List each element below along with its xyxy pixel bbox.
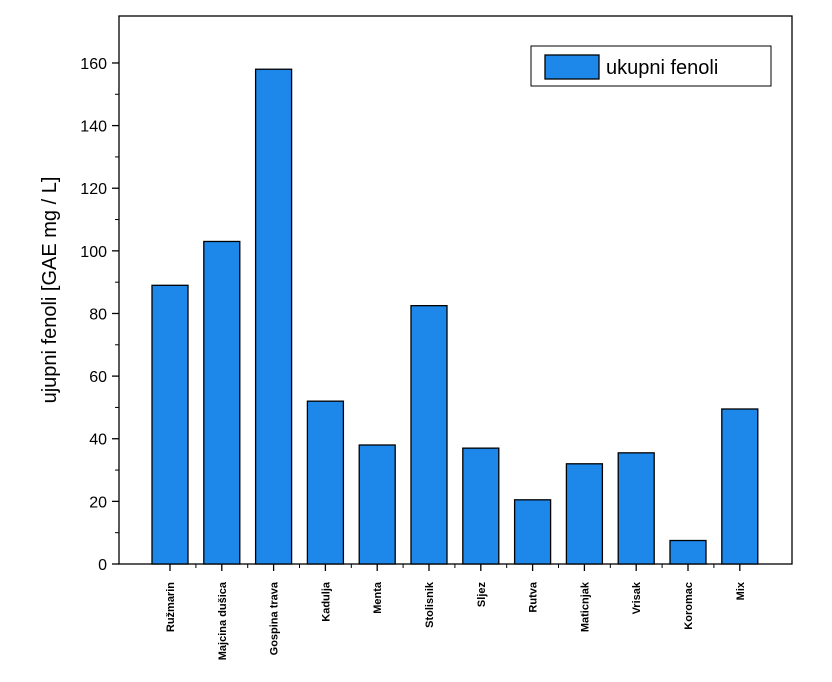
y-axis: 0 20 40 60 80 100 120 140 160 [80,56,119,574]
bar [462,447,500,565]
x-axis: Ružmarin Majcina dušica Gospina trava Kadul… [165,564,747,660]
y-tick-label: 60 [89,369,107,386]
x-tick-label: Menta [372,581,384,614]
bar [410,305,448,565]
x-tick-label: Koromac [683,582,695,630]
x-tick-label: Kadulja [320,581,332,622]
y-tick-label: 160 [80,56,107,73]
x-tick-label: Stolisnik [424,581,436,628]
y-tick-label: 100 [80,244,107,261]
y-tick-label: 20 [89,494,107,511]
bar [151,284,189,565]
legend-label: ukupni fenoli [606,57,718,79]
bar [617,452,655,565]
plot-frame [118,15,793,565]
legend-swatch [544,54,600,80]
bars [151,68,759,565]
x-tick-label: Gospina trava [269,581,281,655]
bar [203,240,241,565]
y-tick-label: 40 [89,432,107,449]
bar [721,408,759,565]
bar [513,499,552,565]
bar [254,68,293,565]
y-axis-label: ujupni fenoli [GAE mg / L] [39,177,61,404]
y-tick-label: 0 [98,557,107,574]
y-tick-label: 140 [80,119,107,136]
bar [306,400,345,565]
bar [669,539,707,565]
y-tick-label: 120 [80,181,107,198]
bar [358,444,396,565]
x-tick-label: Ružmarin [165,582,177,632]
y-tick-label: 80 [89,306,107,323]
x-tick-label: Maticnjak [579,581,591,632]
bar [565,463,604,565]
x-tick-label: Rutva [528,581,540,612]
x-tick-label: Mix [735,581,747,600]
legend: ukupni fenoli [530,45,772,87]
x-tick-label: Sljez [476,582,488,608]
x-tick-label: Majcina dušica [217,581,229,660]
x-tick-label: Vrisak [631,581,643,614]
